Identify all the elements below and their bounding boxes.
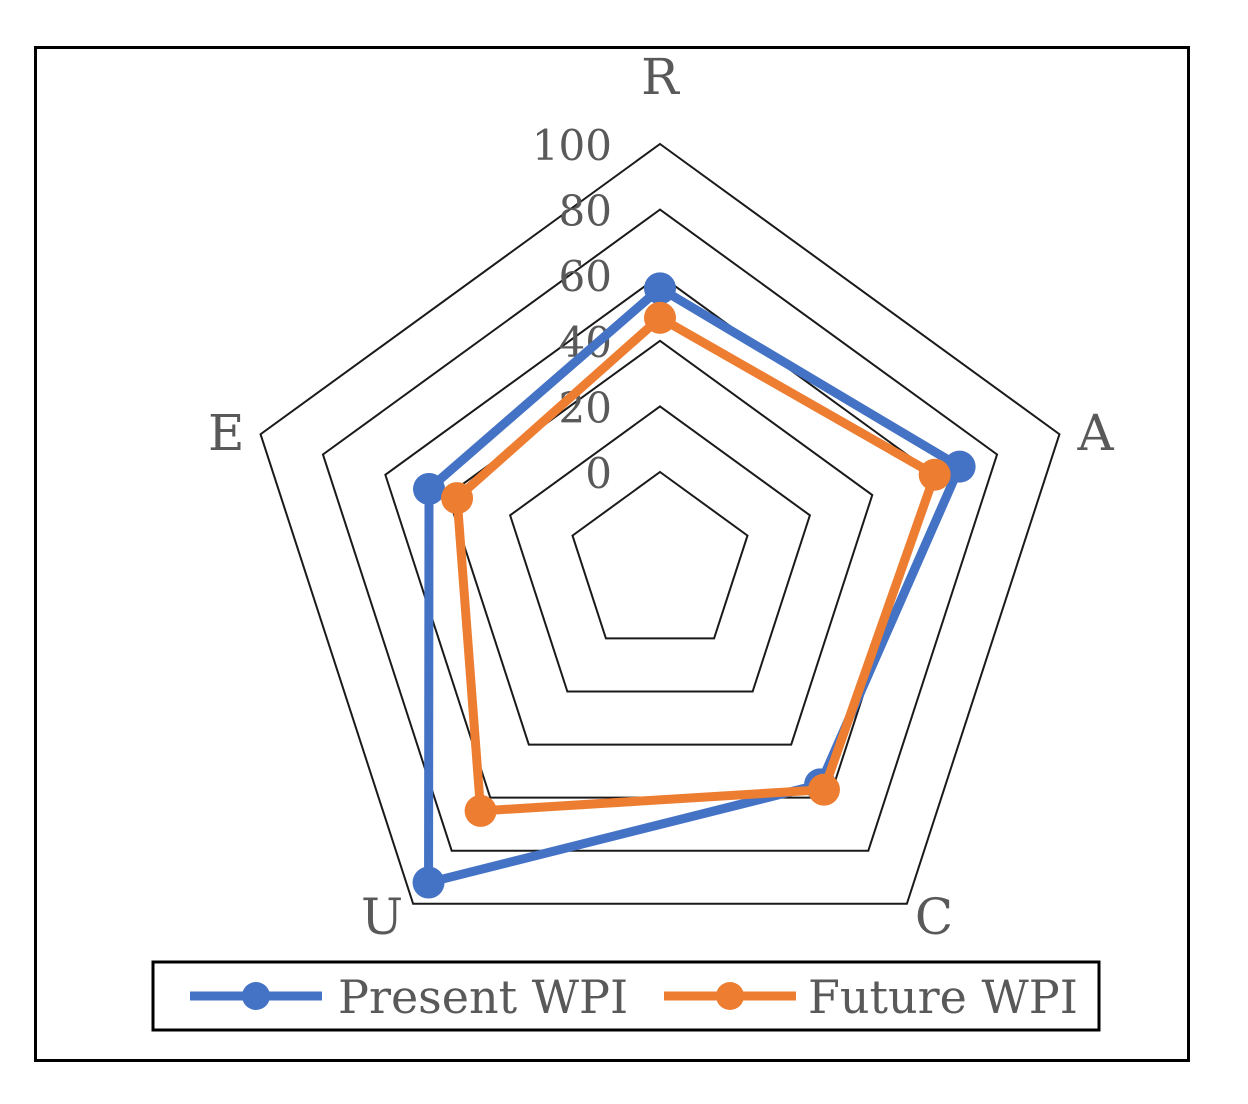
series-line-present-wpi (424, 283, 965, 888)
data-point-future-wpi-e[interactable] (441, 482, 474, 515)
tick-label-60: 60 (559, 252, 612, 301)
category-label-r: R (641, 48, 680, 106)
category-labels: R A C U E (208, 48, 1114, 946)
legend-label-future-wpi: Future WPI (808, 970, 1078, 1024)
grid-ring-80 (321, 208, 999, 852)
tick-label-20: 20 (559, 383, 612, 432)
grid-ring-100 (259, 142, 1061, 905)
radar-grid (259, 142, 1061, 905)
grid-ring-0 (571, 470, 749, 640)
data-point-future-wpi-c[interactable] (807, 773, 840, 806)
data-point-future-wpi-u[interactable] (464, 794, 497, 827)
data-point-present-wpi-a[interactable] (943, 450, 976, 483)
category-label-a: A (1076, 404, 1114, 462)
grid-ring-20 (508, 405, 812, 693)
tick-label-100: 100 (532, 121, 612, 170)
data-point-present-wpi-u[interactable] (412, 866, 445, 899)
legend[interactable]: Present WPI Future WPI (151, 960, 1101, 1032)
chart-frame (34, 46, 1190, 1062)
tick-label-0: 0 (585, 449, 612, 498)
category-label-u: U (361, 888, 403, 946)
series-layer (412, 272, 976, 899)
legend-marker-present-wpi (242, 982, 270, 1010)
data-point-present-wpi-e[interactable] (413, 472, 446, 505)
legend-marker-future-wpi (716, 982, 744, 1010)
category-label-c: C (915, 888, 953, 946)
data-point-present-wpi-r[interactable] (644, 272, 676, 305)
data-point-future-wpi-r[interactable] (644, 301, 676, 334)
data-point-future-wpi-a[interactable] (918, 458, 951, 491)
tick-label-80: 80 (559, 187, 612, 236)
category-label-e: E (208, 404, 245, 462)
legend-label-present-wpi: Present WPI (338, 970, 628, 1024)
series-line-future-wpi (452, 313, 940, 816)
